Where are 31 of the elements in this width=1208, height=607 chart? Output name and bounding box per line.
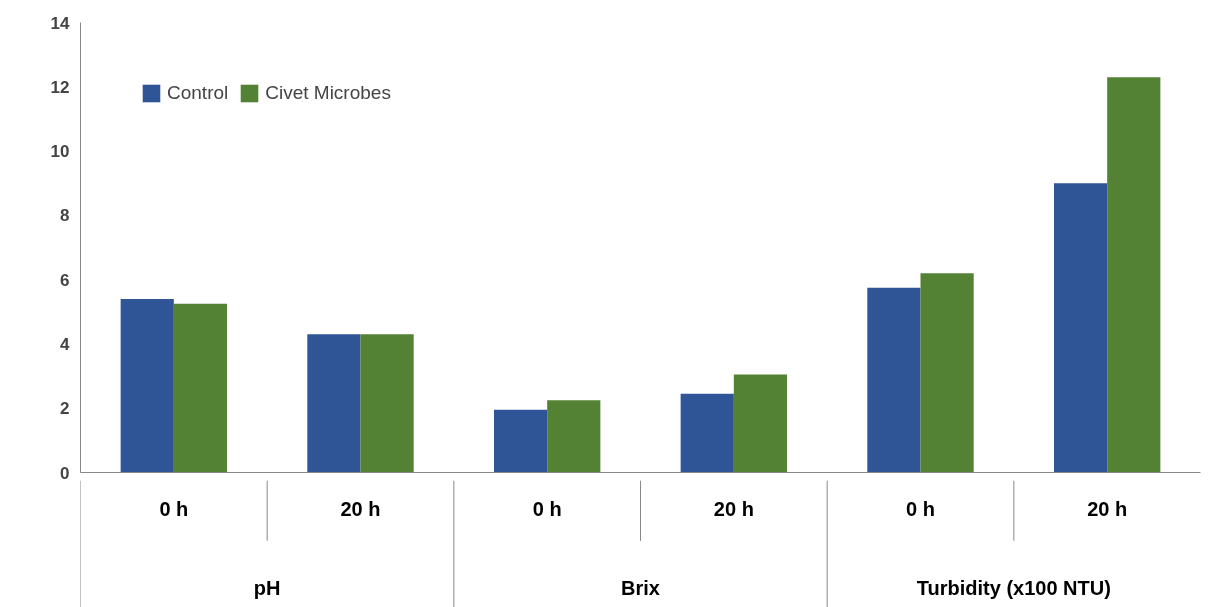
y-tick-label: 10 bbox=[50, 142, 70, 162]
y-tick-label: 12 bbox=[50, 77, 70, 97]
x-tick-label: 0 h bbox=[906, 498, 935, 521]
x-tick-label: 20 h bbox=[713, 498, 754, 521]
x-tick-label: 20 h bbox=[340, 498, 381, 521]
bar bbox=[120, 298, 174, 473]
text: pH bbox=[253, 577, 281, 600]
bar bbox=[173, 303, 228, 473]
y-tick-label: 8 bbox=[60, 206, 70, 226]
y-tick-label: 6 bbox=[60, 270, 70, 290]
legend-label: Control bbox=[167, 82, 229, 104]
x-tick-label: 0 h bbox=[159, 498, 189, 521]
bar bbox=[1107, 77, 1161, 473]
bar bbox=[867, 287, 921, 473]
x-tick-label: 0 h bbox=[532, 498, 562, 521]
legend-label: Civet Microbes bbox=[265, 82, 391, 104]
y-tick-label: 0 bbox=[60, 463, 70, 483]
text: Turbidity (x100 NTU) bbox=[916, 577, 1111, 600]
bar bbox=[547, 400, 601, 473]
bar bbox=[360, 334, 414, 473]
y-tick-label: 2 bbox=[60, 399, 70, 419]
y-tick-label: 4 bbox=[60, 334, 71, 354]
bar bbox=[733, 374, 788, 473]
x-tick-label: 20 h bbox=[1087, 498, 1128, 521]
bar bbox=[680, 393, 734, 473]
bar bbox=[307, 334, 361, 473]
text: Brix bbox=[621, 577, 660, 600]
bar bbox=[1053, 183, 1108, 473]
bar bbox=[493, 409, 548, 473]
bar bbox=[920, 273, 974, 473]
y-tick-label: 14 bbox=[50, 13, 71, 33]
